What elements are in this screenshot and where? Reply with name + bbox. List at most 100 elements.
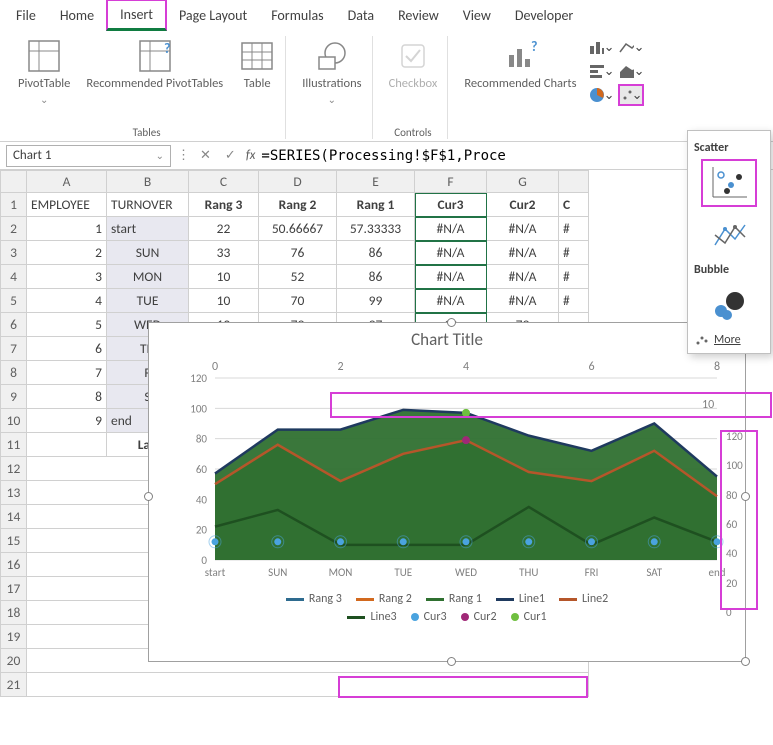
legend-item[interactable]: Line3 (347, 610, 396, 624)
checkbox-button[interactable]: Checkbox (385, 36, 442, 93)
legend-item[interactable]: Line2 (559, 592, 608, 606)
col-B[interactable]: B (107, 171, 189, 193)
chart-line-button[interactable]: ⌄ (618, 36, 644, 58)
row-1[interactable]: 1 (1, 193, 27, 217)
row-20[interactable]: 20 (1, 649, 27, 673)
more-scatter-link[interactable]: More (694, 333, 764, 347)
cell[interactable]: Cur2 (487, 193, 559, 217)
row-12[interactable]: 12 (1, 457, 27, 481)
tab-formulas[interactable]: Formulas (259, 2, 335, 29)
cell[interactable] (27, 433, 107, 457)
cell[interactable]: 10 (189, 289, 259, 313)
legend-item[interactable]: Line1 (496, 592, 545, 606)
col-F[interactable]: F (415, 171, 487, 193)
illustrations-button[interactable]: Illustrations ⌄ (298, 36, 365, 108)
row-16[interactable]: 16 (1, 553, 27, 577)
cell[interactable]: #N/A (487, 217, 559, 241)
bubble-type-1[interactable] (701, 281, 757, 329)
col-A[interactable]: A (27, 171, 107, 193)
cell[interactable]: 57.33333 (337, 217, 415, 241)
cell[interactable]: Rang 2 (259, 193, 337, 217)
row-17[interactable]: 17 (1, 577, 27, 601)
row-2[interactable]: 2 (1, 217, 27, 241)
cell[interactable]: #N/A (415, 289, 487, 313)
cell[interactable]: 86 (337, 265, 415, 289)
row-18[interactable]: 18 (1, 601, 27, 625)
cell[interactable]: # (559, 265, 589, 289)
tab-pagelayout[interactable]: Page Layout (167, 2, 259, 29)
chart-pie-button[interactable]: ⌄ (588, 84, 614, 106)
cell[interactable]: 6 (27, 337, 107, 361)
cell[interactable]: 99 (337, 289, 415, 313)
tab-developer[interactable]: Developer (503, 2, 585, 29)
cell[interactable]: 2 (27, 241, 107, 265)
row-21[interactable]: 21 (1, 673, 27, 697)
cell[interactable]: 10 (189, 265, 259, 289)
row-7[interactable]: 7 (1, 337, 27, 361)
row-4[interactable]: 4 (1, 265, 27, 289)
col-G[interactable]: G (487, 171, 559, 193)
tab-view[interactable]: View (451, 2, 503, 29)
cancel-icon[interactable]: ✕ (196, 148, 215, 163)
col-H[interactable] (559, 171, 589, 193)
cell[interactable]: MON (107, 265, 189, 289)
row-13[interactable]: 13 (1, 481, 27, 505)
cell[interactable]: 50.66667 (259, 217, 337, 241)
col-C[interactable]: C (189, 171, 259, 193)
cell[interactable] (27, 673, 589, 697)
cell[interactable]: #N/A (415, 265, 487, 289)
row-19[interactable]: 19 (1, 625, 27, 649)
cell[interactable]: 1 (27, 217, 107, 241)
cell[interactable]: Rang 1 (337, 193, 415, 217)
tab-file[interactable]: File (4, 2, 48, 29)
rec-pivot-button[interactable]: ? Recommended PivotTables (82, 36, 227, 93)
scatter-type-1[interactable] (701, 159, 757, 207)
rec-charts-button[interactable]: ? Recommended Charts (460, 36, 580, 93)
cell[interactable]: #N/A (487, 289, 559, 313)
cell[interactable]: Cur3 (415, 193, 487, 217)
cell[interactable]: 70 (259, 289, 337, 313)
chart-column-button[interactable]: ⌄ (588, 36, 614, 58)
cell[interactable]: #N/A (415, 217, 487, 241)
row-10[interactable]: 10 (1, 409, 27, 433)
cell[interactable]: Rang 3 (189, 193, 259, 217)
cell[interactable]: 4 (27, 289, 107, 313)
legend-item[interactable]: Rang 3 (286, 592, 342, 606)
fx-icon[interactable]: fx (246, 148, 256, 163)
cell[interactable]: 5 (27, 313, 107, 337)
row-6[interactable]: 6 (1, 313, 27, 337)
cell[interactable]: TUE (107, 289, 189, 313)
tab-insert[interactable]: Insert (106, 0, 167, 31)
cell[interactable]: #N/A (487, 265, 559, 289)
embedded-chart[interactable]: Chart Title 02040608010012002468startSUN… (148, 322, 746, 662)
worksheet[interactable]: A B C D E F G 1 EMPLOYEE TURNOVER Rang 3… (0, 170, 773, 697)
cell[interactable]: # (559, 241, 589, 265)
row-9[interactable]: 9 (1, 385, 27, 409)
row-11[interactable]: 11 (1, 433, 27, 457)
cell[interactable]: 9 (27, 409, 107, 433)
cell[interactable]: #N/A (487, 241, 559, 265)
tab-home[interactable]: Home (48, 2, 106, 29)
cell[interactable]: # (559, 289, 589, 313)
scatter-type-2[interactable] (701, 211, 757, 259)
cell[interactable]: 86 (337, 241, 415, 265)
chart-bar-button[interactable]: ⌄ (588, 60, 614, 82)
cell[interactable]: 76 (259, 241, 337, 265)
legend-item[interactable]: Rang 1 (426, 592, 482, 606)
col-E[interactable]: E (337, 171, 415, 193)
cell[interactable]: SUN (107, 241, 189, 265)
enter-icon[interactable]: ✓ (221, 148, 240, 163)
cell[interactable]: C (559, 193, 589, 217)
legend-item[interactable]: Cur2 (461, 610, 497, 624)
cell[interactable]: 7 (27, 361, 107, 385)
row-14[interactable]: 14 (1, 505, 27, 529)
cell[interactable]: start (107, 217, 189, 241)
name-box[interactable]: Chart 1 ⌄ (6, 145, 171, 167)
pivottable-button[interactable]: PivotTable ⌄ (14, 36, 74, 108)
row-3[interactable]: 3 (1, 241, 27, 265)
table-button[interactable]: Table (235, 36, 279, 93)
legend-item[interactable]: Cur3 (411, 610, 447, 624)
col-D[interactable]: D (259, 171, 337, 193)
cell[interactable]: 33 (189, 241, 259, 265)
row-15[interactable]: 15 (1, 529, 27, 553)
